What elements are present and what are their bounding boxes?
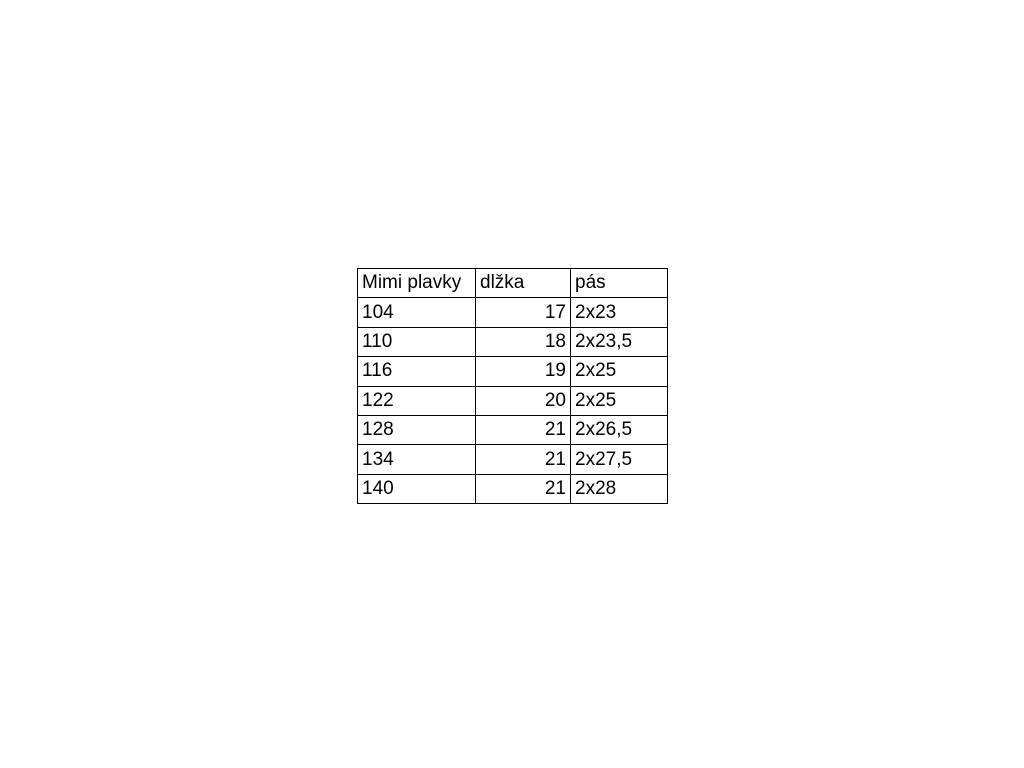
- table-cell: 21: [475, 473, 571, 505]
- table-cell: 19: [475, 356, 571, 387]
- table-cell: 128: [357, 414, 476, 446]
- table-cell: 2x23: [570, 297, 668, 328]
- table-cell: 134: [357, 444, 476, 475]
- column-header-waist: pás: [570, 267, 668, 299]
- table-cell: 116: [357, 356, 476, 387]
- table-cell: 2x28: [570, 473, 668, 505]
- column-header-product: Mimi plavky: [357, 267, 476, 299]
- table-row: 122 20 2x25: [357, 385, 668, 416]
- table-cell: 20: [475, 385, 571, 416]
- table-cell: 122: [357, 385, 476, 416]
- table-row: 110 18 2x23,5: [357, 326, 668, 358]
- table-cell: 17: [475, 297, 571, 328]
- table-row: 104 17 2x23: [357, 297, 668, 328]
- size-table-container: Mimi plavky dlžka pás 104 17 2x23 110 18 2x23…: [357, 267, 668, 505]
- table-cell: 21: [475, 444, 571, 475]
- table-cell: 21: [475, 414, 571, 446]
- table-cell: 140: [357, 473, 476, 505]
- table-row: 116 19 2x25: [357, 356, 668, 387]
- size-table: Mimi plavky dlžka pás 104 17 2x23 110 18 2x23…: [357, 267, 668, 505]
- table-body: 104 17 2x23 110 18 2x23,5 116 19 2x25 122 20 2x25 12…: [357, 297, 668, 505]
- table-cell: 2x25: [570, 356, 668, 387]
- table-cell: 2x25: [570, 385, 668, 416]
- column-header-length: dlžka: [475, 267, 571, 299]
- table-cell: 2x26,5: [570, 414, 668, 446]
- table-cell: 18: [475, 326, 571, 358]
- table-cell: 104: [357, 297, 476, 328]
- table-header-row: Mimi plavky dlžka pás: [357, 267, 668, 299]
- table-cell: 110: [357, 326, 476, 358]
- table-row: 134 21 2x27,5: [357, 444, 668, 475]
- table-row: 128 21 2x26,5: [357, 414, 668, 446]
- table-row: 140 21 2x28: [357, 473, 668, 505]
- table-cell: 2x27,5: [570, 444, 668, 475]
- table-cell: 2x23,5: [570, 326, 668, 358]
